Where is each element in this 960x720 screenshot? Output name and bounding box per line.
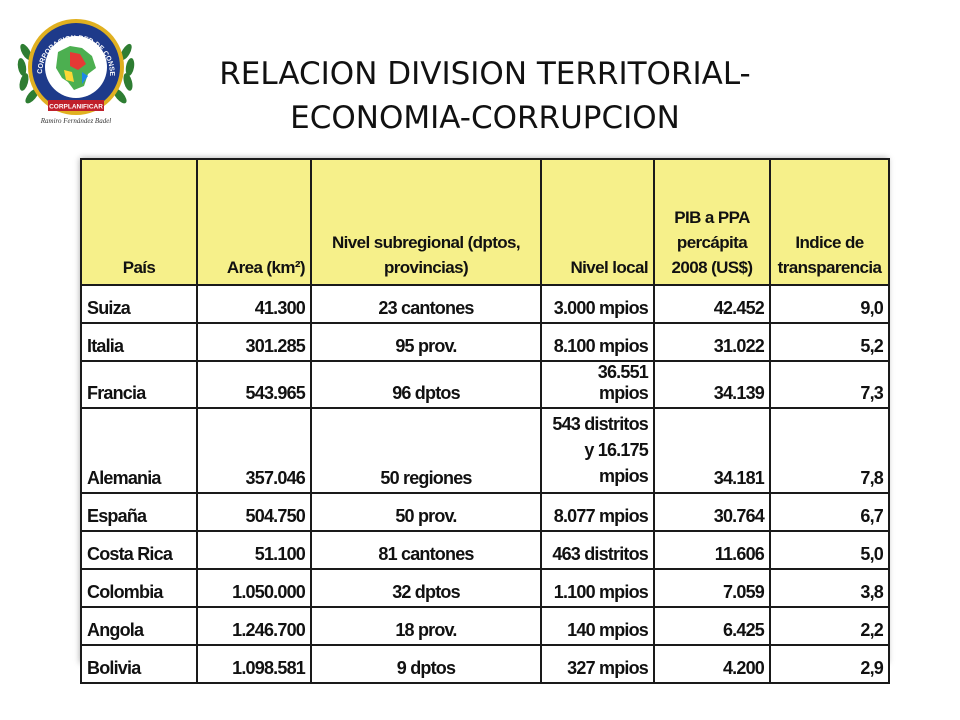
cell-pib: 34.181	[653, 407, 771, 494]
cell-pib: 11.606	[653, 530, 771, 570]
cell-area: 51.100	[196, 530, 312, 570]
cell-pais: Italia	[80, 322, 198, 362]
cell-area: 1.098.581	[196, 644, 312, 684]
cell-subregional: 95 prov.	[310, 322, 542, 362]
table-row: Angola 1.246.700 18 prov. 140 mpios 6.42…	[80, 606, 890, 646]
table-row: Alemania 357.046 50 regiones 543 distrit…	[80, 407, 890, 494]
logo-signature: Ramiro Fernández Badel	[40, 117, 112, 125]
header-pais: País	[80, 158, 198, 286]
cell-subregional: 18 prov.	[310, 606, 542, 646]
cell-transparencia: 5,0	[769, 530, 890, 570]
header-pib: PIB a PPA percápita 2008 (US$)	[653, 158, 771, 286]
cell-pais: España	[80, 492, 198, 532]
cell-pais: Francia	[80, 360, 198, 409]
cell-subregional: 96 dptos	[310, 360, 542, 409]
cell-local: 8.077 mpios	[540, 492, 655, 532]
cell-transparencia: 7,8	[769, 407, 890, 494]
cell-area: 504.750	[196, 492, 312, 532]
cell-local: 3.000 mpios	[540, 284, 655, 324]
cell-pib: 7.059	[653, 568, 771, 608]
cell-subregional: 50 prov.	[310, 492, 542, 532]
cell-area: 301.285	[196, 322, 312, 362]
cell-local: 463 distritos	[540, 530, 655, 570]
logo-banner: CORPLANIFICAR	[49, 104, 103, 111]
cell-pais: Angola	[80, 606, 198, 646]
cell-transparencia: 2,9	[769, 644, 890, 684]
table-row: Bolivia 1.098.581 9 dptos 327 mpios 4.20…	[80, 644, 890, 684]
cell-pais: Costa Rica	[80, 530, 198, 570]
cell-pais: Bolivia	[80, 644, 198, 684]
cell-pib: 31.022	[653, 322, 771, 362]
cell-pib: 30.764	[653, 492, 771, 532]
cell-local: 327 mpios	[540, 644, 655, 684]
table-header-row: País Area (km²) Nivel subregional (dptos…	[80, 158, 890, 286]
cell-pais: Suiza	[80, 284, 198, 324]
cell-pais: Alemania	[80, 407, 198, 494]
cell-local: 8.100 mpios	[540, 322, 655, 362]
table-row: Suiza 41.300 23 cantones 3.000 mpios 42.…	[80, 284, 890, 324]
cell-local: 36.551 mpios	[540, 360, 655, 409]
cell-subregional: 9 dptos	[310, 644, 542, 684]
header-nivel-subregional: Nivel subregional (dptos, provincias)	[310, 158, 542, 286]
cell-transparencia: 6,7	[769, 492, 890, 532]
cell-subregional: 23 cantones	[310, 284, 542, 324]
slide-title: RELACION DIVISION TERRITORIAL- ECONOMIA-…	[160, 52, 810, 140]
cell-transparencia: 7,3	[769, 360, 890, 409]
table-row: Francia 543.965 96 dptos 36.551 mpios 34…	[80, 360, 890, 409]
table-row: Costa Rica 51.100 81 cantones 463 distri…	[80, 530, 890, 570]
header-area: Area (km²)	[196, 158, 312, 286]
data-table-container: País Area (km²) Nivel subregional (dptos…	[80, 158, 890, 684]
cell-subregional: 50 regiones	[310, 407, 542, 494]
cell-pib: 34.139	[653, 360, 771, 409]
cell-pib: 4.200	[653, 644, 771, 684]
cell-area: 41.300	[196, 284, 312, 324]
cell-area: 1.050.000	[196, 568, 312, 608]
cell-local: 543 distritos y 16.175 mpios	[540, 407, 655, 494]
cell-subregional: 81 cantones	[310, 530, 542, 570]
table-row: Italia 301.285 95 prov. 8.100 mpios 31.0…	[80, 322, 890, 362]
cell-transparencia: 2,2	[769, 606, 890, 646]
table-row: Colombia 1.050.000 32 dptos 1.100 mpios …	[80, 568, 890, 608]
cell-subregional: 32 dptos	[310, 568, 542, 608]
slide-title-line-1: RELACION DIVISION TERRITORIAL-	[219, 56, 751, 92]
header-nivel-local: Nivel local	[540, 158, 655, 286]
cell-area: 543.965	[196, 360, 312, 409]
corplanificar-logo: CORPORACION RED DE CONSEJOS DE PLANIFICA…	[9, 7, 140, 130]
cell-transparencia: 9,0	[769, 284, 890, 324]
header-indice-transparencia: Indice de transparencia	[769, 158, 890, 286]
cell-local: 140 mpios	[540, 606, 655, 646]
cell-pib: 42.452	[653, 284, 771, 324]
cell-area: 1.246.700	[196, 606, 312, 646]
slide-title-line-2: ECONOMIA-CORRUPCION	[290, 100, 680, 136]
cell-area: 357.046	[196, 407, 312, 494]
cell-transparencia: 5,2	[769, 322, 890, 362]
cell-pais: Colombia	[80, 568, 198, 608]
cell-local: 1.100 mpios	[540, 568, 655, 608]
cell-pib: 6.425	[653, 606, 771, 646]
cell-transparencia: 3,8	[769, 568, 890, 608]
table-row: España 504.750 50 prov. 8.077 mpios 30.7…	[80, 492, 890, 532]
territorial-economy-table: País Area (km²) Nivel subregional (dptos…	[80, 158, 890, 684]
